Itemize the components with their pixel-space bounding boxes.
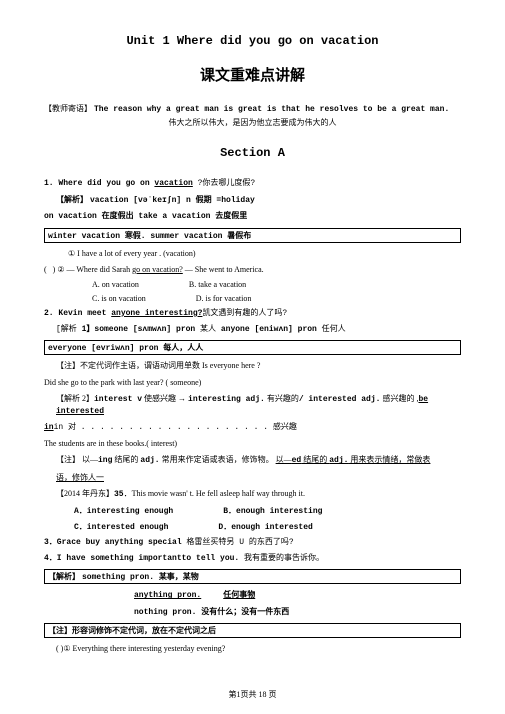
- q2-2014: 【2014 年丹东】35．This movie wasn' t. He fell…: [44, 488, 461, 500]
- question-1: 1. Where did you go on vacation ?你去哪儿度假?: [44, 178, 461, 189]
- q2-box: everyone [evriwʌn] pron 每人，人人: [44, 340, 461, 355]
- q2-options-row1: A．interesting enough B．enough interestin…: [44, 505, 461, 516]
- question-3: 3．Grace buy anything special 格雷丝买特另 U 的东…: [44, 537, 461, 548]
- q2-note: 【注】不定代词作主语，谓语动词用单数 Is everyone here ?: [44, 360, 461, 371]
- question-2: 2. Kevin meet anyone interesting?凯文遇到有趣的…: [44, 308, 461, 319]
- section-title: Section A: [44, 146, 461, 160]
- q1-ex1: ① I have a lot of every year . (vacation…: [44, 248, 461, 259]
- teacher-cn: 伟大之所以伟大，是因为他立志要成为伟大的人: [44, 117, 461, 128]
- q2-note2: 【注】 以—ing 结尾的 adj. 常用来作定语或表语，修饰物。 以—ed 结…: [44, 454, 461, 466]
- q4-note: 【注】形容词修饰不定代词，放在不定代词之后: [44, 623, 461, 638]
- q1-ex2: ( ) ② — Where did Sarah go on vacation? …: [44, 264, 461, 275]
- q2-ex1: Did she go to the park with last year? (…: [44, 377, 461, 388]
- q4-ex: ( )① Everything there interesting yester…: [44, 643, 461, 654]
- q4-box2: anything pron. 任何事物: [44, 589, 461, 601]
- q2-ex2: The students are in these books.( intere…: [44, 438, 461, 449]
- teacher-message: 【教师寄语】 The reason why a great man is gre…: [44, 103, 461, 114]
- subtitle: 课文重难点讲解: [44, 64, 461, 85]
- question-4: 4．I have something importantto tell you.…: [44, 553, 461, 564]
- q2-note2c: 语，修饰人一: [44, 472, 461, 483]
- q2-options-row2: C．interested enough D．enough interested: [44, 521, 461, 532]
- teacher-en: The reason why a great man is great is t…: [94, 105, 449, 114]
- q4-box1: 【解析】 something pron. 某事，某物: [44, 569, 461, 584]
- q2-analysis1: [解析 1】someone [sʌmwʌn] pron 某人 anyone [e…: [44, 324, 461, 335]
- q1-phrases: on vacation 在度假出 take a vacation 去度假里: [44, 211, 461, 222]
- q1-analysis: 【解析】 vacation [vəˈkeɪʃn] n 假期 =holiday: [44, 194, 461, 206]
- q1-options-row2: C. is on vacation D. is for vacation: [44, 294, 461, 303]
- q4-box3: nothing pron. 没有什么；没有一件东西: [44, 607, 461, 618]
- unit-title: Unit 1 Where did you go on vacation: [44, 34, 461, 48]
- q1-options-row1: A. on vacation B. take a vacation: [44, 280, 461, 289]
- teacher-label: 【教师寄语】: [44, 104, 92, 113]
- q2-analysis2b: inin 对 . . . . . . . . . . . . . . . . .…: [44, 422, 461, 433]
- q2-analysis2: 【解析 2】interest v 使感兴趣 → interesting adj.…: [44, 393, 461, 417]
- q1-box: winter vacation 寒假. summer vacation 暑假布: [44, 228, 461, 243]
- page-number: 第1页共 18 页: [0, 689, 505, 700]
